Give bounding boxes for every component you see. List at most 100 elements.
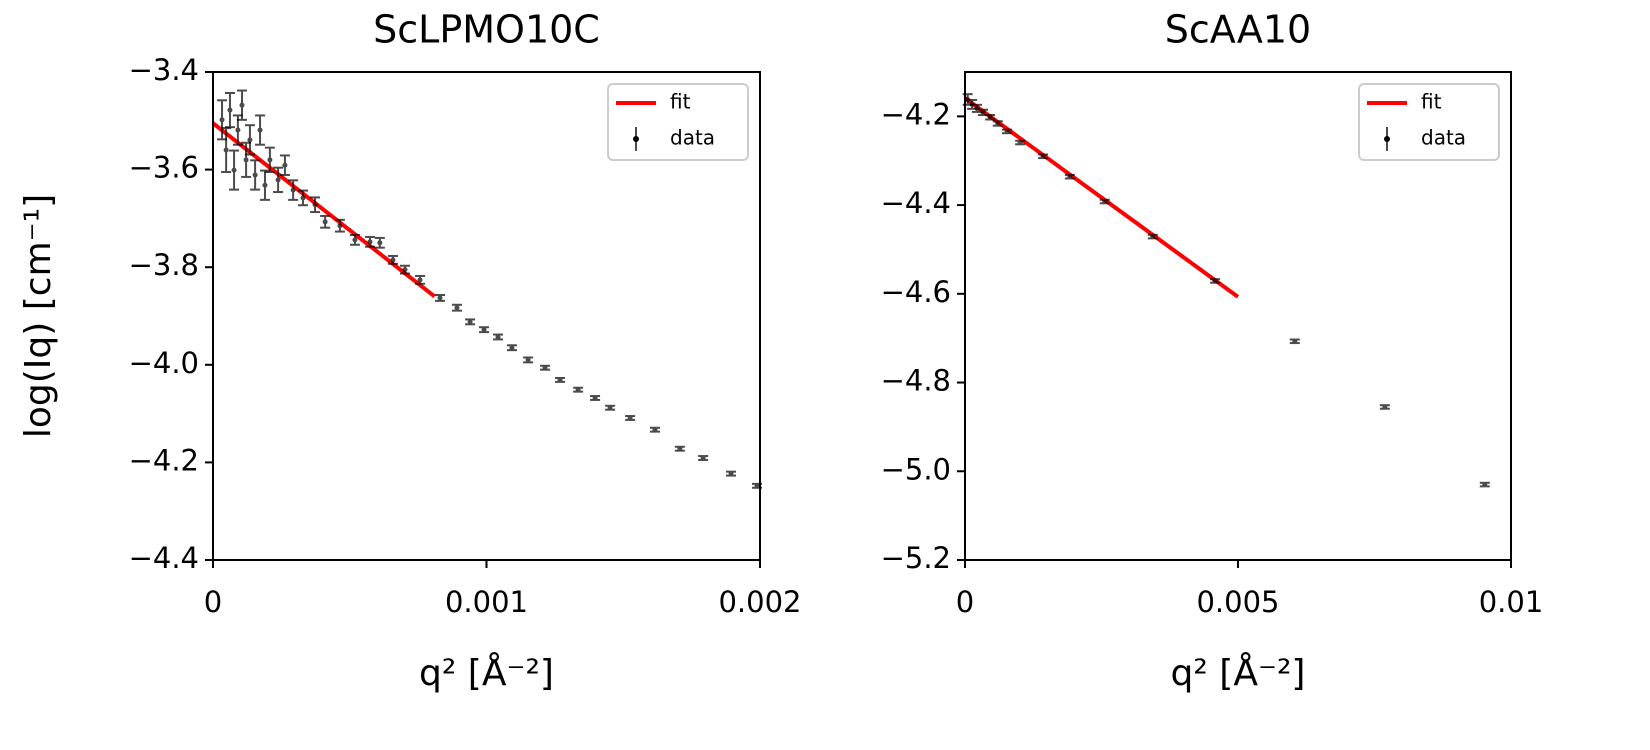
error-point — [229, 149, 240, 191]
error-point — [273, 166, 284, 194]
data-point — [377, 240, 383, 246]
data-point — [300, 195, 306, 201]
data-point — [1040, 153, 1046, 159]
data-point — [219, 117, 225, 123]
data-point — [987, 114, 993, 120]
error-point — [985, 114, 996, 121]
y-tick-label: −3.4 — [129, 53, 199, 87]
data-point — [627, 415, 633, 421]
y-tick-label: −4.2 — [881, 97, 951, 131]
x-axis-label: q² [Å⁻²] — [1171, 651, 1306, 694]
data-point — [652, 427, 658, 433]
error-point — [605, 404, 616, 411]
error-point — [399, 264, 410, 275]
data-point — [257, 127, 263, 133]
data-point — [227, 107, 233, 113]
data-point — [495, 334, 501, 340]
error-point — [1210, 278, 1221, 284]
data-point — [677, 446, 683, 452]
error-point — [374, 236, 385, 249]
error-point — [698, 455, 709, 461]
error-point — [506, 344, 517, 352]
data-point — [402, 267, 408, 273]
y-tick-label: −4.0 — [129, 346, 199, 380]
data-point — [454, 305, 460, 311]
error-point — [625, 415, 636, 421]
error-point — [1099, 198, 1110, 205]
y-tick-label: −4.2 — [129, 443, 199, 477]
y-tick-label: −4.6 — [881, 275, 951, 309]
x-tick-label: 0 — [204, 585, 222, 619]
data-point — [481, 327, 487, 333]
data-point — [322, 219, 328, 225]
error-point — [573, 386, 584, 393]
axes-frame — [964, 71, 1512, 561]
error-point — [540, 364, 551, 371]
data-point — [467, 319, 473, 325]
data-point — [607, 405, 613, 411]
error-point — [297, 189, 308, 207]
error-point — [523, 356, 534, 364]
data-point — [557, 377, 563, 383]
data-point — [700, 455, 706, 461]
error-point — [334, 218, 345, 233]
legend-label: data — [1421, 126, 1466, 150]
error-point — [451, 303, 462, 312]
error-point — [992, 120, 1003, 127]
data-point — [754, 483, 760, 489]
chart-title: ScAA10 — [1165, 8, 1311, 52]
axes-frame — [212, 71, 761, 561]
data-point — [267, 157, 273, 163]
data-point — [390, 257, 396, 263]
y-tick-label: −5.0 — [881, 452, 951, 486]
error-point — [555, 376, 566, 383]
error-point — [224, 91, 235, 129]
x-tick-label: 0.002 — [718, 585, 801, 619]
data-point — [239, 102, 245, 108]
legend-label: data — [670, 126, 715, 150]
data-point — [417, 277, 423, 283]
data-point — [995, 120, 1001, 126]
data-point — [262, 182, 268, 188]
error-point — [1002, 128, 1013, 135]
data-point — [1482, 482, 1488, 488]
error-point — [310, 196, 321, 214]
data-point — [275, 177, 281, 183]
data-point — [1102, 199, 1108, 205]
error-point — [259, 169, 270, 201]
error-point — [590, 395, 601, 401]
error-point — [978, 108, 989, 117]
data-point — [437, 295, 443, 301]
fit-line — [963, 96, 1240, 299]
x-tick-label: 0.001 — [445, 585, 528, 619]
x-tick-label: 0.005 — [1196, 585, 1279, 619]
data-point — [231, 167, 237, 173]
data-point — [235, 127, 241, 133]
error-point — [264, 146, 275, 174]
error-point — [255, 114, 266, 146]
y-axis-label: log(Iq) [cm⁻¹] — [18, 194, 59, 438]
error-point — [435, 294, 446, 302]
error-point — [364, 235, 375, 248]
error-point — [479, 326, 490, 334]
legend-label: fit — [670, 90, 691, 114]
error-point — [415, 274, 426, 285]
error-point — [349, 233, 360, 246]
error-point — [726, 470, 737, 477]
error-point — [1147, 233, 1158, 240]
data-point — [290, 187, 296, 193]
data-point — [252, 172, 258, 178]
y-tick-label: −5.2 — [881, 541, 951, 575]
data-point — [367, 239, 373, 245]
data-point — [592, 395, 598, 401]
error-point — [1479, 481, 1490, 488]
error-point — [649, 426, 660, 433]
error-point — [465, 318, 476, 326]
data-point — [337, 223, 343, 229]
data-point — [1004, 128, 1010, 134]
data-point — [1067, 174, 1073, 180]
legend-label: fit — [1421, 90, 1442, 114]
data-point — [980, 109, 986, 115]
